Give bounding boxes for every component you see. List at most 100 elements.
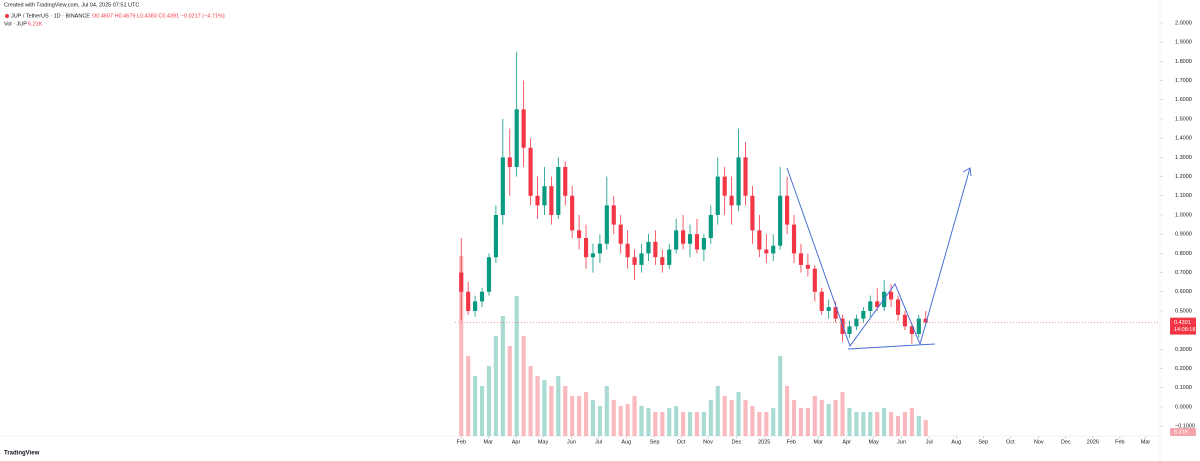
candle-body [694, 234, 700, 250]
candle-body [597, 243, 602, 254]
x-tick-label: Jul [595, 439, 602, 445]
volume-title: Vol · JUP [4, 21, 27, 27]
x-tick-label: Mar [1141, 439, 1151, 445]
candle-body [528, 147, 533, 196]
volume-bar [847, 408, 852, 436]
volume-bar [507, 346, 512, 436]
volume-bar [694, 412, 700, 436]
x-tick-label: Nov [703, 439, 713, 445]
y-tick-label: 1.6000 [1175, 97, 1192, 103]
candle-body [791, 224, 797, 254]
candle-body [875, 301, 880, 308]
volume-bar [653, 412, 658, 436]
y-tick-label: 0.1000 [1175, 385, 1192, 391]
footer-logo: TradingView [4, 451, 40, 457]
candle-body [625, 243, 630, 258]
x-tick-label: Feb [1115, 439, 1124, 445]
y-tick-label: 1.7000 [1175, 78, 1192, 84]
volume-bar [819, 400, 824, 436]
candle-body [701, 238, 706, 250]
candle-body [493, 214, 498, 258]
candle-body [771, 245, 776, 254]
arrow-head [962, 167, 972, 177]
y-tick-label: 0.8000 [1175, 251, 1192, 257]
volume-bar [861, 412, 866, 436]
candle-body [646, 241, 651, 254]
volume-bar [493, 336, 498, 436]
volume-box [1170, 428, 1196, 436]
candle-body [500, 157, 505, 215]
candle-body [805, 264, 810, 269]
candle-body [639, 253, 644, 265]
y-tick-label: 0.9000 [1175, 232, 1192, 238]
x-tick-label: Dec [1061, 439, 1071, 445]
x-tick-label: 2026 [1087, 439, 1099, 445]
volume-bar [736, 392, 741, 436]
volume-bar [757, 412, 762, 436]
volume-bar [889, 412, 894, 436]
x-tick-label: Mar [484, 439, 494, 445]
candle-body [757, 230, 762, 250]
volume-bar [618, 406, 623, 436]
volume-bar [875, 412, 880, 436]
candle-body [681, 230, 686, 244]
candle-body [674, 230, 679, 250]
volume-bar [826, 404, 831, 436]
volume-bar [667, 408, 672, 436]
volume-bar [868, 412, 873, 436]
volume-bar [923, 420, 928, 436]
volume-bar [798, 408, 804, 436]
volume-bar [674, 406, 679, 436]
candle-body [521, 109, 526, 148]
candle-body [473, 301, 478, 311]
x-tick-label: Nov [1034, 439, 1044, 445]
last-price-label: 0.4391 [1174, 320, 1191, 326]
volume-bar [625, 404, 630, 436]
volume-bar [466, 356, 471, 436]
candle-body [764, 249, 769, 254]
volume-bar [590, 400, 596, 436]
candle-body [833, 307, 838, 319]
candle-body [604, 205, 609, 244]
candle-body [542, 186, 547, 206]
y-tick-label: 1.1000 [1175, 193, 1192, 199]
volume-bar [785, 386, 790, 436]
y-tick-label: 0.5000 [1175, 308, 1192, 314]
candle-body [611, 205, 616, 225]
volume-value: 6.21K [28, 21, 43, 27]
x-tick-label: Aug [621, 439, 631, 445]
volume-box-label: 6.21K [1174, 429, 1189, 435]
volume-bar [500, 316, 505, 436]
candle-body [736, 157, 741, 206]
candle-body [660, 257, 665, 265]
candle-body [556, 166, 561, 215]
candle-body [826, 307, 831, 311]
candle-body [798, 253, 804, 265]
volume-bar [791, 400, 797, 436]
volume-bar [583, 392, 589, 436]
candle-body [750, 195, 755, 231]
countdown-label: 14:08:18 [1174, 327, 1195, 333]
y-tick-label: 1.4000 [1175, 136, 1192, 142]
candle-body [861, 310, 866, 319]
y-tick-label: 1.5000 [1175, 116, 1192, 122]
volume-bar [473, 376, 478, 436]
volume-bar [604, 386, 609, 436]
x-tick-label: May [869, 439, 880, 445]
candle-body [785, 195, 790, 225]
volume-bar [840, 392, 845, 436]
candle-body [618, 224, 623, 244]
volume-bar [563, 386, 568, 436]
candle-body [590, 253, 596, 258]
candle-body [778, 195, 783, 246]
volume-bar [528, 366, 533, 436]
candle-body [909, 326, 914, 335]
volume-bar [535, 376, 540, 436]
volume-bar [701, 412, 706, 436]
created-note: Created with TradingView.com, Jul 04, 20… [4, 2, 139, 8]
volume-bar [812, 396, 817, 436]
volume-bar [459, 256, 464, 436]
volume-bar [611, 400, 616, 436]
